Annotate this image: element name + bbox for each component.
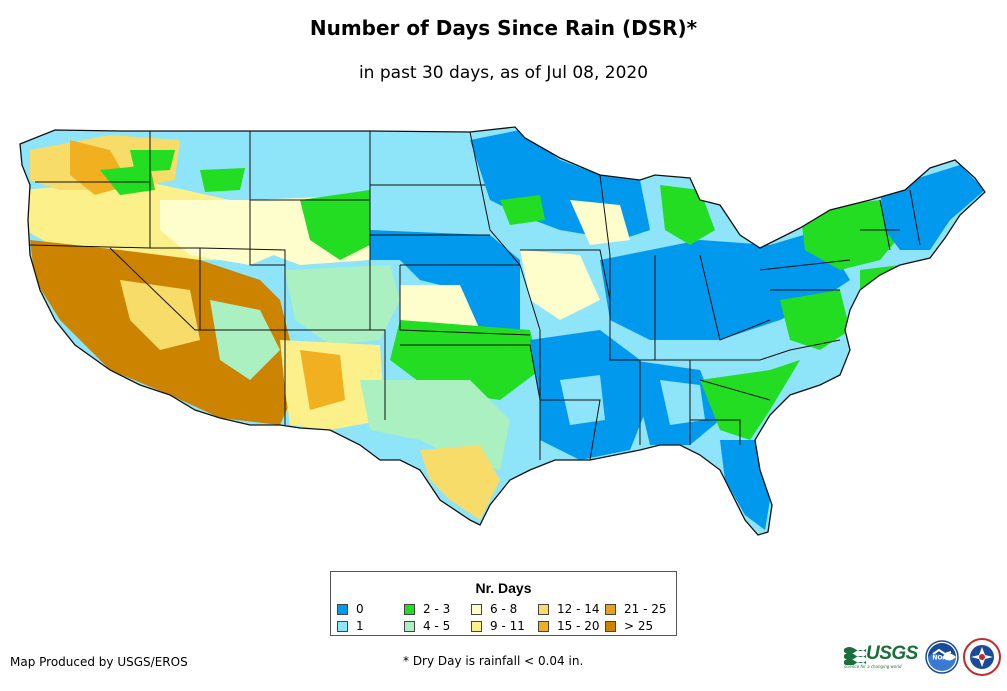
legend-swatch: [404, 620, 415, 632]
legend-item: 0: [337, 602, 364, 616]
legend-item: 1: [337, 619, 364, 633]
legend-item: 2 - 3: [404, 602, 450, 616]
dsr-raster: [20, 127, 985, 535]
legend-item: 6 - 8: [471, 602, 517, 616]
legend-label: 4 - 5: [423, 619, 451, 633]
legend-item: 15 - 20: [538, 619, 600, 633]
legend-label: 0: [356, 602, 364, 616]
legend-label: > 25: [624, 619, 654, 633]
dry-day-footnote: * Dry Day is rainfall < 0.04 in.: [403, 654, 584, 668]
legend-label: 21 - 25: [624, 602, 667, 616]
legend-swatch: [538, 620, 549, 632]
legend-item: 12 - 14: [538, 602, 600, 616]
legend: Nr. Days 0 1 2 - 3 4 - 5 6 - 8 9 - 11 12: [330, 571, 677, 636]
usgs-wave-icon: [844, 647, 866, 665]
legend-item: 9 - 11: [471, 619, 525, 633]
map-credit: Map Produced by USGS/EROS: [10, 655, 188, 669]
legend-label: 1: [356, 619, 364, 633]
legend-title: Nr. Days: [475, 580, 532, 596]
legend-swatch: [337, 620, 348, 632]
legend-swatch: [538, 603, 549, 615]
legend-item: > 25: [605, 619, 653, 633]
legend-swatch: [605, 603, 616, 615]
legend-label: 9 - 11: [490, 619, 525, 633]
noaa-logo: NOAA: [925, 640, 959, 674]
us-dsr-map: [19, 126, 986, 536]
noaa-wordmark: NOAA: [932, 655, 952, 662]
nws-logo: [963, 638, 1001, 676]
legend-label: 12 - 14: [557, 602, 600, 616]
usgs-wordmark: USGS: [866, 643, 918, 664]
map-subtitle: in past 30 days, as of Jul 08, 2020: [358, 63, 649, 83]
legend-swatch: [605, 620, 616, 632]
legend-swatch: [471, 603, 482, 615]
legend-grid: 0 1 2 - 3 4 - 5 6 - 8 9 - 11 12 - 14 15: [337, 602, 677, 634]
state-borders: [19, 126, 986, 536]
legend-label: 6 - 8: [490, 602, 518, 616]
map-title: Number of Days Since Rain (DSR)*: [309, 16, 698, 40]
usgs-logo: USGS science for a changing world: [844, 643, 920, 671]
legend-swatch: [404, 603, 415, 615]
legend-label: 15 - 20: [557, 619, 600, 633]
legend-swatch: [471, 620, 482, 632]
legend-label: 2 - 3: [423, 602, 451, 616]
legend-swatch: [337, 603, 348, 615]
usgs-tagline: science for a changing world: [844, 664, 902, 669]
legend-item: 4 - 5: [404, 619, 450, 633]
legend-item: 21 - 25: [605, 602, 667, 616]
